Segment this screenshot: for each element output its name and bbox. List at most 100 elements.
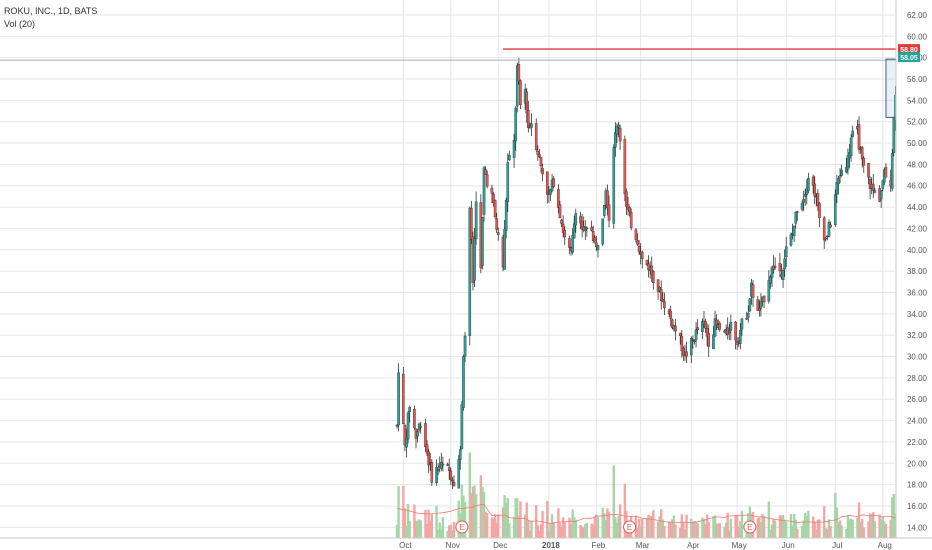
- volume-bar: [680, 514, 684, 538]
- candle: [685, 341, 688, 364]
- candle: [769, 274, 772, 289]
- symbol-title: ROKU, INC., 1D, BATS: [4, 6, 98, 16]
- candle-body: [514, 107, 517, 142]
- candle: [572, 215, 576, 239]
- candle-body: [784, 246, 788, 258]
- volume-bar: [508, 523, 511, 538]
- volume-bar: [448, 525, 451, 538]
- candle-body: [473, 238, 476, 281]
- volume-bar: [585, 523, 589, 538]
- volume-bar: [851, 519, 854, 538]
- candle-body: [727, 331, 731, 334]
- candle: [849, 134, 853, 162]
- volume-bar: [894, 512, 897, 538]
- volume-bar: [530, 520, 533, 538]
- volume-bar: [647, 514, 650, 538]
- candle: [781, 268, 785, 288]
- volume-bar: [416, 520, 419, 538]
- candle: [560, 218, 563, 228]
- candle: [816, 189, 820, 212]
- candle-body: [857, 124, 861, 150]
- volume-bar: [745, 528, 748, 538]
- candle-body: [623, 139, 627, 194]
- candle: [772, 255, 775, 274]
- candle: [447, 458, 451, 480]
- volume-bar: [770, 524, 774, 538]
- candle-body: [482, 167, 486, 215]
- candle-body: [470, 207, 473, 240]
- volume-bar: [463, 502, 467, 538]
- volume-bar: [569, 523, 573, 538]
- volume-bar: [449, 524, 452, 538]
- volume-bar: [604, 519, 608, 538]
- volume-bar: [848, 519, 851, 538]
- candle: [463, 331, 467, 362]
- candle: [879, 190, 883, 208]
- candle-body: [846, 155, 850, 170]
- volume-bar: [884, 523, 888, 538]
- candle-body: [591, 230, 595, 241]
- volume-bar: [772, 518, 775, 538]
- volume-bar: [626, 529, 630, 538]
- candle: [558, 200, 562, 219]
- candle: [557, 184, 560, 214]
- earnings-marker[interactable]: E: [455, 520, 469, 534]
- candle-body: [746, 313, 750, 318]
- candle: [802, 190, 805, 212]
- candle-body: [539, 156, 543, 167]
- volume-bar: [891, 497, 894, 538]
- volume-bar: [552, 522, 555, 538]
- candle-body: [884, 167, 888, 178]
- volume-bar: [734, 515, 737, 538]
- candle: [726, 317, 729, 340]
- candle: [690, 336, 693, 364]
- volume-bar: [652, 510, 655, 538]
- candle-body: [593, 237, 597, 242]
- volume-bar: [845, 528, 848, 538]
- earnings-marker[interactable]: E: [743, 520, 757, 534]
- candle-body: [538, 154, 541, 158]
- candle-body: [419, 426, 423, 428]
- candle-body: [458, 449, 462, 461]
- candle-body: [789, 234, 793, 246]
- price-tick-label: 52.00: [907, 118, 928, 127]
- volume-bar: [761, 513, 764, 538]
- candle: [860, 146, 864, 168]
- candle-body: [506, 162, 510, 203]
- volume-bar: [495, 522, 498, 538]
- candle: [691, 335, 695, 349]
- candle-body: [397, 372, 400, 426]
- candle-body: [402, 373, 405, 424]
- candle-body: [715, 319, 718, 325]
- candle-body: [800, 203, 804, 210]
- candle-body: [463, 335, 467, 357]
- candle: [460, 401, 464, 450]
- candle: [539, 156, 543, 173]
- candle: [658, 286, 661, 293]
- candle: [868, 176, 872, 200]
- candle: [628, 206, 631, 217]
- volume-bar: [767, 501, 771, 538]
- candle-body: [751, 284, 755, 298]
- candle: [792, 225, 796, 243]
- price-tick-label: 34.00: [907, 310, 928, 319]
- candle-body: [873, 190, 877, 193]
- badge-bg: [898, 44, 920, 55]
- earnings-marker[interactable]: E: [623, 520, 637, 534]
- volume-bar: [516, 498, 519, 538]
- candle-body: [813, 183, 817, 197]
- candle: [482, 166, 486, 222]
- price-tick-label: 20.00: [907, 459, 928, 468]
- candle-body: [427, 451, 430, 466]
- volume-bar: [593, 517, 596, 538]
- candle-body: [811, 176, 815, 186]
- candle: [618, 124, 622, 150]
- candle-body: [596, 244, 600, 250]
- candle-body: [602, 205, 606, 216]
- volume-bar: [724, 522, 728, 538]
- volume-bar: [503, 495, 506, 538]
- volume-bar: [501, 507, 505, 538]
- candle: [759, 293, 763, 317]
- volume-bar: [702, 518, 706, 538]
